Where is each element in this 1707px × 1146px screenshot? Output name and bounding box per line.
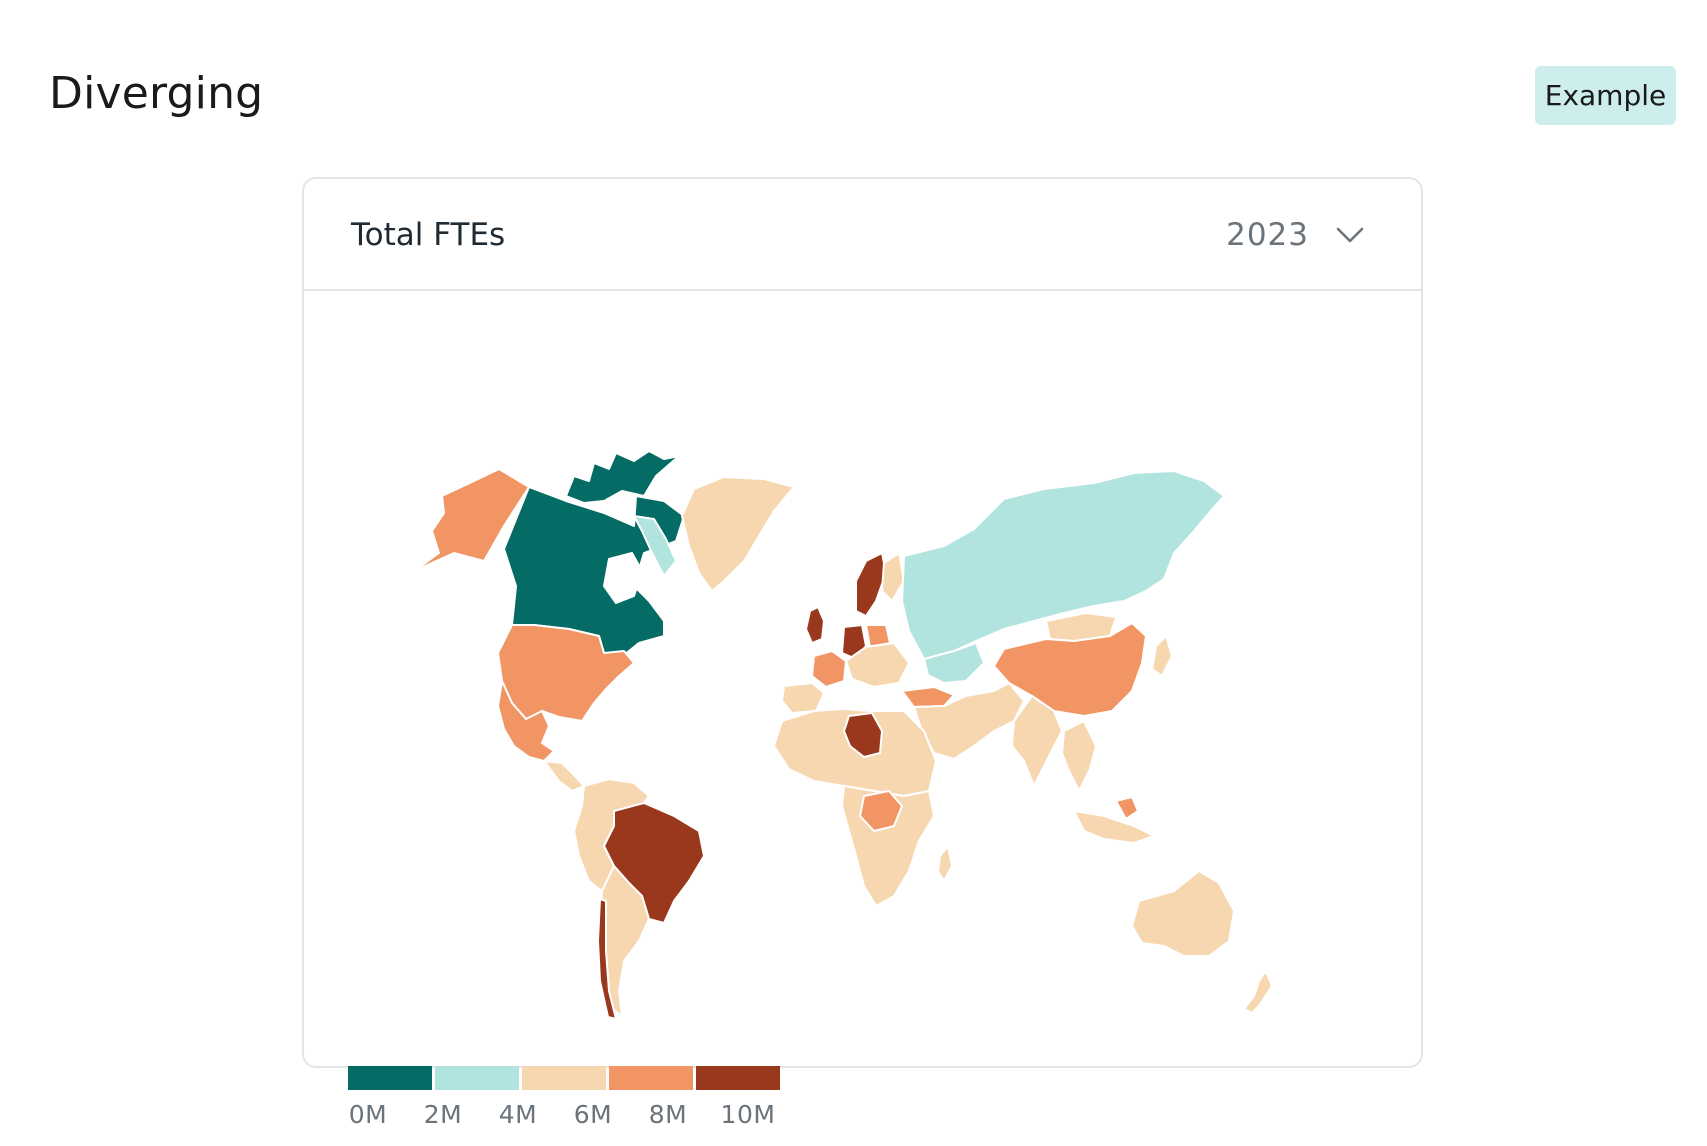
color-legend: 0M 2M 4M 6M 8M 10M	[348, 1066, 808, 1146]
legend-bar	[348, 1066, 808, 1090]
region-madagascar[interactable]	[937, 845, 953, 882]
region-sweden[interactable]	[855, 552, 887, 617]
legend-swatch-2	[522, 1066, 606, 1090]
legend-label-1: 2M	[423, 1100, 463, 1129]
example-tag: Example	[1535, 66, 1676, 125]
region-labrador[interactable]	[633, 515, 677, 577]
region-southeast-asia[interactable]	[1061, 720, 1097, 792]
map-area: 0M 2M 4M 6M 8M 10M	[304, 291, 1421, 1129]
chevron-down-icon	[1336, 227, 1364, 243]
region-greenland[interactable]	[681, 476, 795, 592]
year-select[interactable]: 2023	[1226, 215, 1367, 255]
legend-label-3: 6M	[573, 1100, 613, 1129]
region-japan[interactable]	[1151, 635, 1173, 677]
region-indonesia[interactable]	[1073, 810, 1155, 844]
region-mexico[interactable]	[497, 680, 555, 762]
region-dr-congo[interactable]	[859, 790, 903, 832]
region-libya[interactable]	[843, 712, 883, 758]
region-india[interactable]	[1011, 695, 1063, 787]
legend-swatch-0	[348, 1066, 432, 1090]
legend-label-4: 8M	[648, 1100, 688, 1129]
legend-swatch-1	[435, 1066, 519, 1090]
region-central-america[interactable]	[543, 760, 585, 792]
map-card: Total FTEs 2023	[302, 177, 1423, 1129]
legend-label-5: 10M	[720, 1100, 776, 1129]
legend-swatch-4	[696, 1066, 780, 1090]
region-uk[interactable]	[805, 606, 825, 644]
region-turkey[interactable]	[901, 686, 955, 708]
region-eastern-europe[interactable]	[845, 642, 910, 688]
region-kazakhstan[interactable]	[923, 642, 985, 684]
region-chile[interactable]	[597, 898, 617, 1020]
year-value: 2023	[1226, 217, 1309, 253]
region-spain[interactable]	[781, 682, 825, 714]
region-alaska[interactable]	[413, 468, 530, 572]
page-title: Diverging	[49, 68, 264, 119]
world-map	[413, 450, 1273, 1020]
legend-swatch-3	[609, 1066, 693, 1090]
hudson-bay	[603, 552, 643, 604]
region-canada-islands[interactable]	[565, 450, 680, 504]
card-title: Total FTEs	[351, 217, 506, 253]
region-brazil[interactable]	[603, 802, 705, 924]
legend-labels: 0M 2M 4M 6M 8M 10M	[348, 1100, 808, 1140]
region-australia[interactable]	[1131, 870, 1235, 957]
legend-label-0: 0M	[348, 1100, 388, 1129]
region-finland[interactable]	[881, 552, 905, 602]
legend-label-2: 4M	[498, 1100, 538, 1129]
region-france[interactable]	[811, 650, 847, 688]
region-indonesia-borneo[interactable]	[1115, 796, 1139, 820]
region-new-zealand[interactable]	[1243, 970, 1273, 1014]
card-header: Total FTEs 2023	[304, 179, 1421, 291]
region-china[interactable]	[993, 622, 1147, 717]
